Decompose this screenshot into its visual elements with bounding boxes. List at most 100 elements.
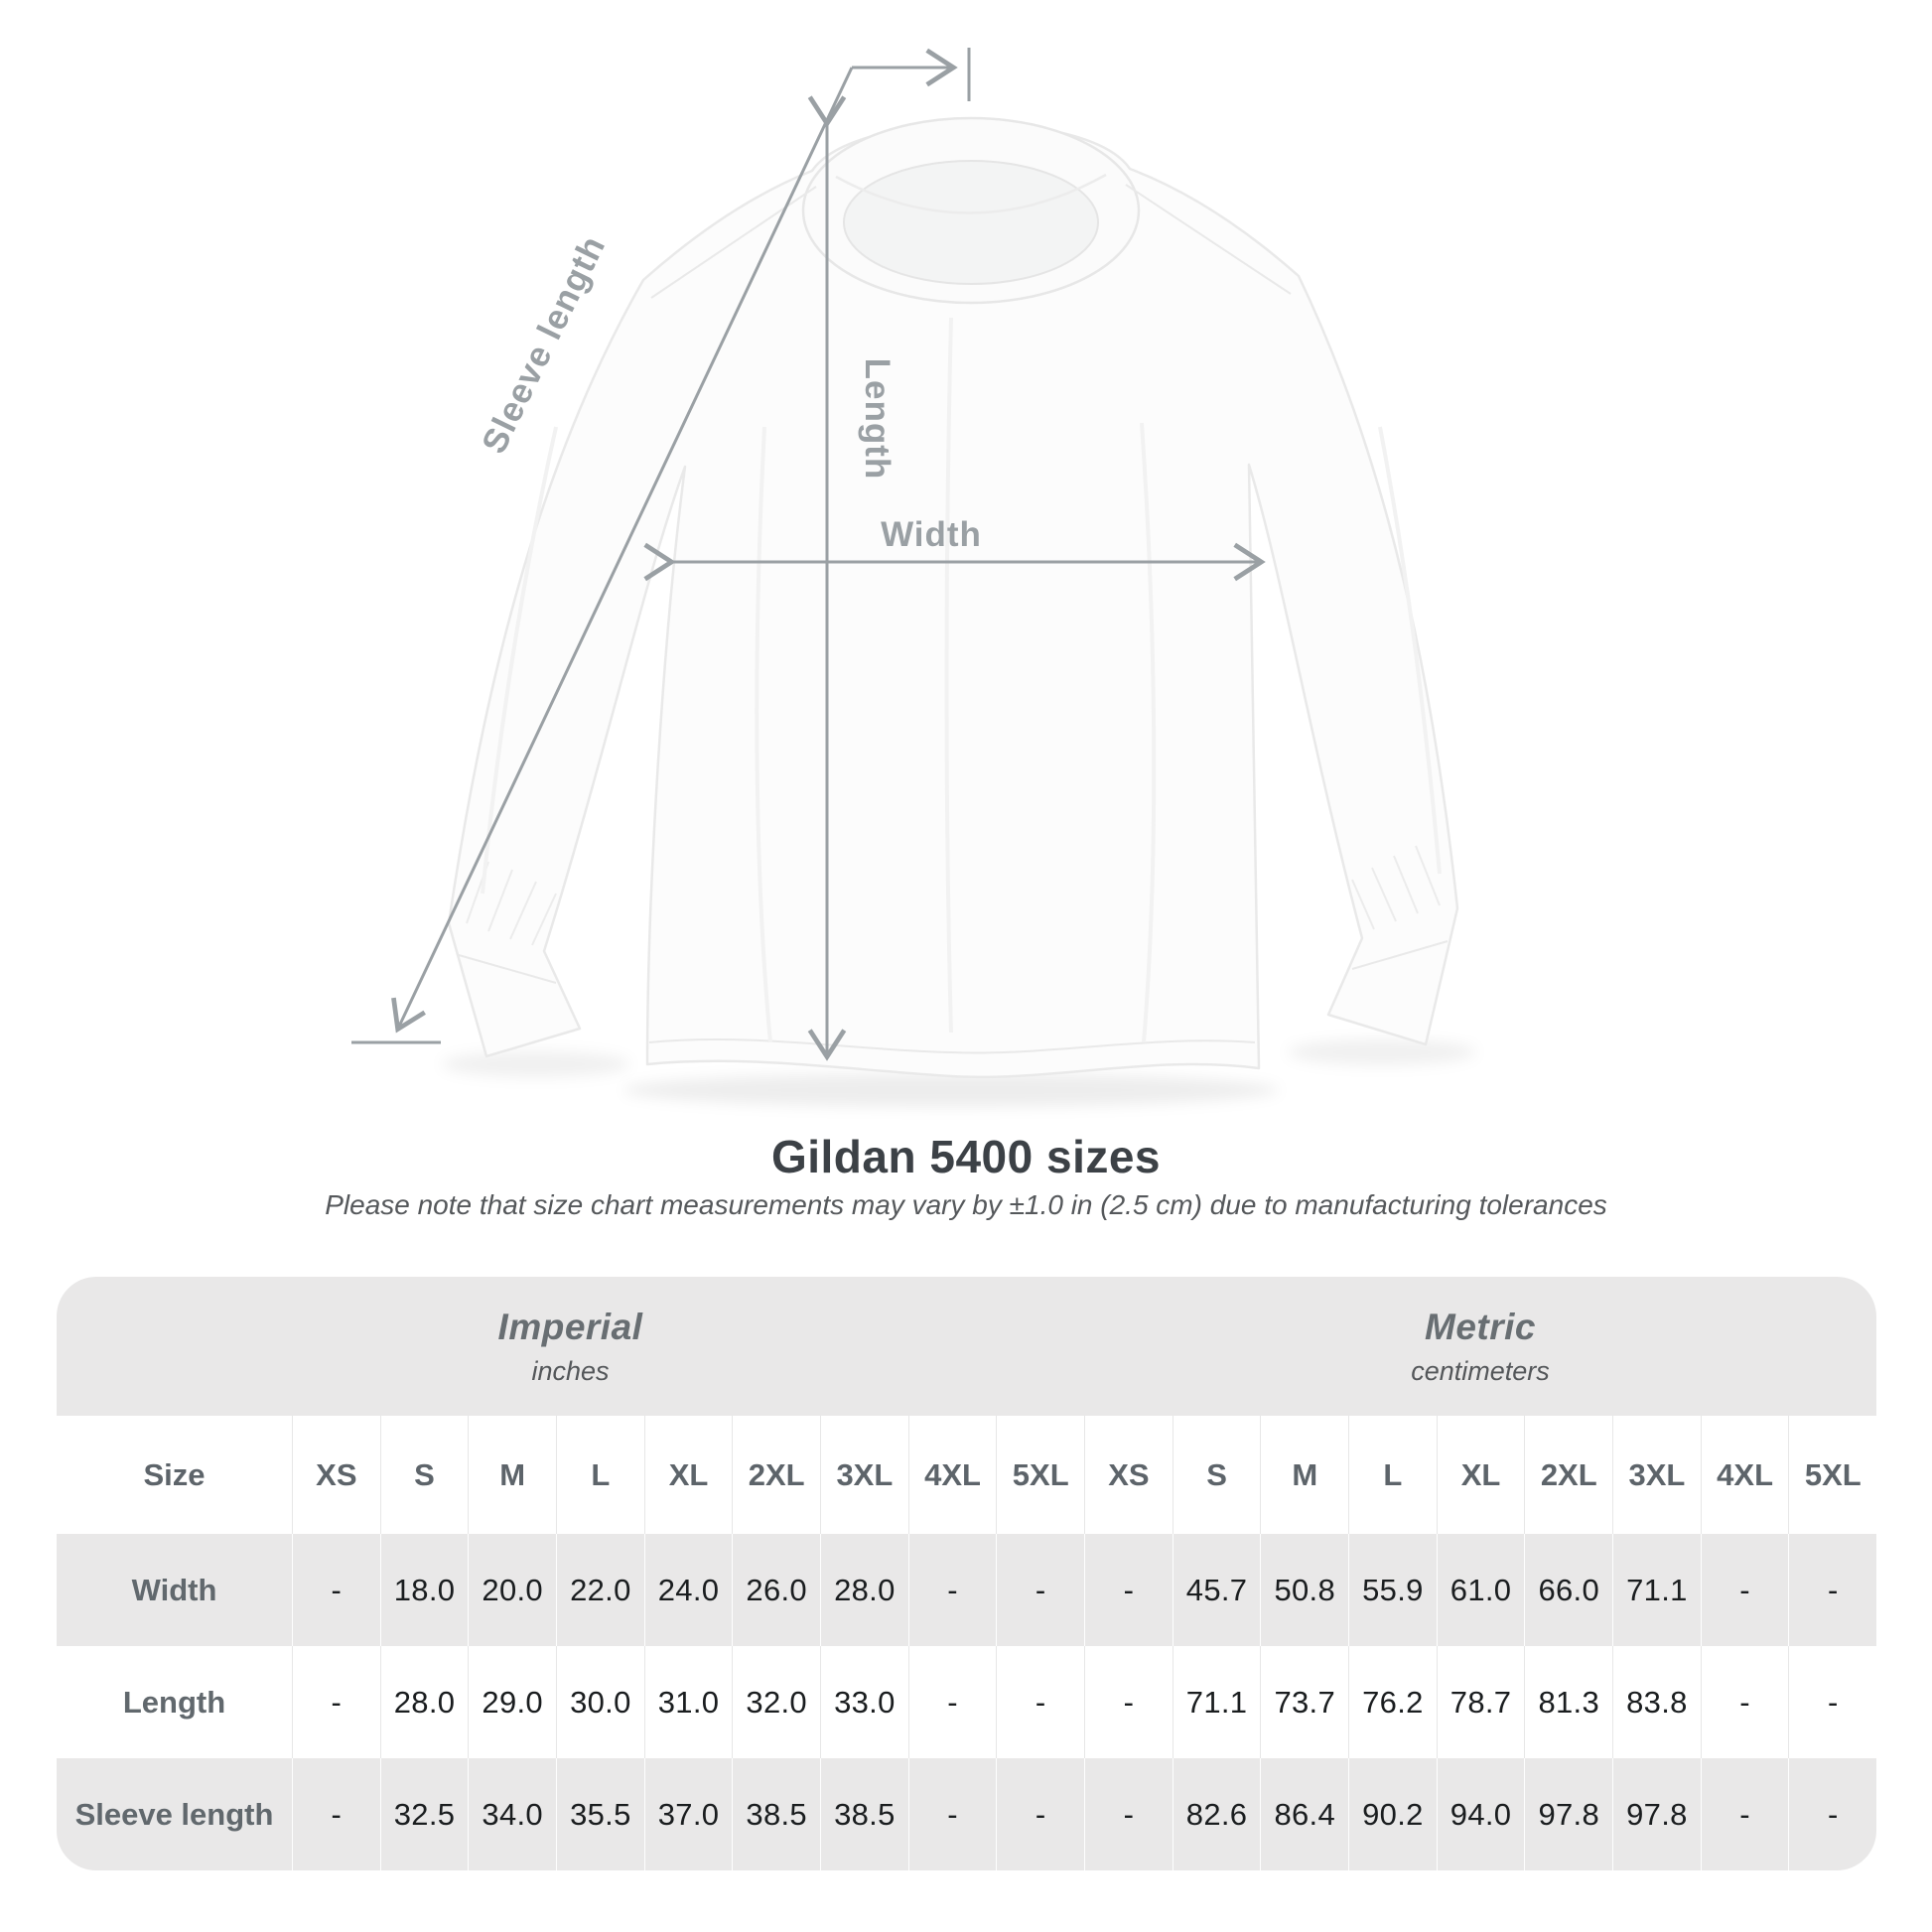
imperial-label: Imperial	[497, 1306, 643, 1347]
value-cell: 97.8	[1524, 1758, 1612, 1870]
size-header-row: Size XS S M L XL 2XL 3XL 4XL 5XL XS S M L XL 2XL 3XL 4XL…	[57, 1416, 1876, 1534]
value-cell: 28.0	[820, 1534, 908, 1646]
value-cell: -	[996, 1534, 1084, 1646]
value-cell: -	[907, 1758, 997, 1870]
value-cell: 90.2	[1348, 1758, 1437, 1870]
unit-header-band: Imperial inches Metric centimeters	[57, 1277, 1876, 1416]
size-header-cell: M	[1260, 1416, 1348, 1534]
value-cell: 50.8	[1260, 1534, 1348, 1646]
value-cell: 38.5	[732, 1758, 820, 1870]
size-header-cell: 2XL	[732, 1416, 820, 1534]
value-cell: 33.0	[820, 1646, 908, 1758]
value-cell: -	[907, 1646, 997, 1758]
metric-section-header: Metric centimeters	[1084, 1277, 1876, 1416]
size-chart-table: Imperial inches Metric centimeters Size …	[57, 1277, 1876, 1870]
value-cell: -	[1700, 1534, 1789, 1646]
value-cell: 26.0	[732, 1534, 820, 1646]
value-cell: 38.5	[820, 1758, 908, 1870]
value-cell: 78.7	[1436, 1646, 1525, 1758]
value-cell: -	[996, 1646, 1084, 1758]
size-header-cell: 4XL	[1700, 1416, 1789, 1534]
size-column-header: Size	[143, 1456, 206, 1492]
value-cell: -	[1700, 1646, 1789, 1758]
value-cell: -	[1084, 1646, 1173, 1758]
size-header-cell: 5XL	[1788, 1416, 1876, 1534]
size-header-cell: XS	[292, 1416, 380, 1534]
value-cell: 34.0	[468, 1758, 556, 1870]
value-cell: -	[1788, 1534, 1876, 1646]
value-cell: -	[1084, 1758, 1173, 1870]
size-header-cell: XL	[1436, 1416, 1525, 1534]
value-cell: 24.0	[643, 1534, 733, 1646]
value-cell: -	[292, 1758, 380, 1870]
size-header-cell: 5XL	[996, 1416, 1084, 1534]
value-cell: 31.0	[643, 1646, 733, 1758]
sleeve-diagonal-arrow	[391, 67, 854, 1034]
size-header-cell: XL	[643, 1416, 733, 1534]
value-cell: -	[1700, 1758, 1789, 1870]
table-row: Sleeve length -32.5 34.0 35.5 37.0 38.5 38.5- -…	[57, 1758, 1876, 1870]
value-cell: 76.2	[1348, 1646, 1437, 1758]
table-row: Width -18.0 20.0 22.0 24.0 26.0 28.0- - -45.7 50.…	[57, 1534, 1876, 1646]
metric-unit-label: centimeters	[1411, 1355, 1550, 1386]
value-cell: 20.0	[468, 1534, 556, 1646]
imperial-section-header: Imperial inches	[57, 1277, 1084, 1416]
dimension-lines	[351, 48, 1266, 1061]
value-cell: 37.0	[643, 1758, 733, 1870]
shirt-diagram-svg: Sleeve length Length Width	[351, 48, 1476, 1107]
value-cell: 81.3	[1524, 1646, 1612, 1758]
row-label: Length	[122, 1684, 226, 1720]
size-header-cell: XS	[1084, 1416, 1173, 1534]
value-cell: 30.0	[556, 1646, 644, 1758]
length-label: Length	[858, 358, 897, 481]
value-cell: 55.9	[1348, 1534, 1437, 1646]
shirt-measurement-diagram: Sleeve length Length Width	[351, 48, 1476, 1107]
size-header-cell: 4XL	[907, 1416, 997, 1534]
value-cell: -	[996, 1758, 1084, 1870]
size-header-cell: 3XL	[1612, 1416, 1701, 1534]
imperial-unit-label: inches	[531, 1355, 610, 1386]
value-cell: -	[907, 1534, 997, 1646]
value-cell: 29.0	[468, 1646, 556, 1758]
width-label: Width	[881, 515, 982, 554]
shirt-shadow	[442, 1039, 1476, 1107]
metric-label: Metric	[1425, 1306, 1536, 1347]
cuff-gathers	[466, 845, 1441, 946]
value-cell: 82.6	[1172, 1758, 1261, 1870]
size-header-cell: 2XL	[1524, 1416, 1612, 1534]
value-cell: 45.7	[1172, 1534, 1261, 1646]
size-header-cell: M	[468, 1416, 556, 1534]
shirt-body	[447, 122, 1459, 1079]
collar-opening	[843, 160, 1099, 285]
value-cell: 61.0	[1436, 1534, 1525, 1646]
value-cell: -	[1788, 1758, 1876, 1870]
value-cell: -	[292, 1534, 380, 1646]
size-header-cell: 3XL	[820, 1416, 908, 1534]
size-header-cell: S	[379, 1416, 469, 1534]
value-cell: 35.5	[556, 1758, 644, 1870]
value-cell: 18.0	[379, 1534, 469, 1646]
value-cell: 32.0	[732, 1646, 820, 1758]
value-cell: 71.1	[1612, 1534, 1701, 1646]
size-header-cell: L	[1348, 1416, 1437, 1534]
page-subtitle: Please note that size chart measurements…	[325, 1189, 1607, 1220]
collar-back-seam	[835, 173, 1107, 214]
fabric-folds	[481, 317, 1442, 1043]
value-cell: 83.8	[1612, 1646, 1701, 1758]
value-cell: -	[1788, 1646, 1876, 1758]
table-row: Length -28.0 29.0 30.0 31.0 32.0 33.0- - -71.1 73…	[57, 1646, 1876, 1758]
value-cell: 22.0	[556, 1534, 644, 1646]
table-body: Width -18.0 20.0 22.0 24.0 26.0 28.0- - -45.7 50.…	[57, 1534, 1876, 1870]
value-cell: -	[292, 1646, 380, 1758]
row-label: Sleeve length	[74, 1796, 274, 1832]
value-cell: 28.0	[379, 1646, 469, 1758]
value-cell: -	[1084, 1534, 1173, 1646]
page-title: Gildan 5400 sizes	[770, 1131, 1162, 1182]
row-label: Width	[131, 1572, 217, 1607]
value-cell: 32.5	[379, 1758, 469, 1870]
value-cell: 71.1	[1172, 1646, 1261, 1758]
shirt-seams	[458, 184, 1449, 1054]
value-cell: 94.0	[1436, 1758, 1525, 1870]
value-cell: 73.7	[1260, 1646, 1348, 1758]
